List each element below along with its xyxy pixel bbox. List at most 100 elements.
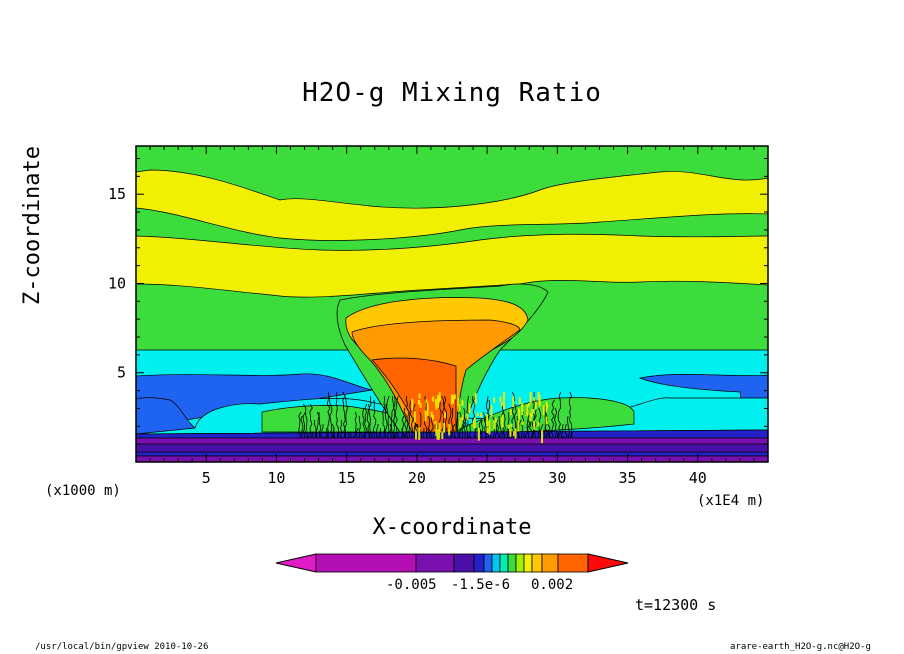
noise-cell [477,427,480,441]
noise-cell [542,405,545,416]
y-tick-label: 10 [108,274,126,292]
colorbar-arrow-left [275,553,317,573]
x-tick-label: 35 [619,469,637,487]
noise-cell [438,422,441,433]
noise-stroke [350,431,352,439]
noise-cell [503,392,506,400]
colorbar-swatch [491,553,501,573]
colorbar-swatch [453,553,475,573]
noise-cell [529,392,532,404]
noise-cell [499,396,502,402]
noise-cell [448,424,451,436]
noise-cell [488,430,491,435]
noise-cell [411,399,413,404]
noise-cell [413,411,416,423]
y-tick-label: 5 [117,364,126,382]
contour-band [136,451,768,457]
noise-cell [451,394,454,405]
noise-cell [474,392,477,405]
noise-cell [518,397,521,405]
x-tick-label: 15 [338,469,356,487]
noise-cell [509,409,512,416]
x-tick-label: 10 [267,469,285,487]
contour-band [136,146,768,209]
noise-cell [432,396,435,402]
noise-stroke [354,411,357,438]
noise-cell [521,421,524,425]
noise-stroke [456,411,459,439]
noise-stroke [520,411,525,439]
noise-stroke [302,403,307,439]
noise-stroke [362,407,366,439]
noise-stroke [422,427,425,439]
noise-stroke [510,431,513,439]
noise-stroke [452,423,456,439]
noise-stroke [370,431,373,439]
noise-cell [535,401,537,410]
noise-stroke [411,419,414,439]
noise-cell [431,414,434,420]
colorbar-tick-label: -1.5e-6 [451,577,511,593]
noise-cell [538,395,541,407]
noise-stroke [468,423,471,439]
noise-cell [458,404,461,412]
noise-stroke [551,399,555,438]
noise-stroke [298,411,302,439]
noise-stroke [419,411,423,439]
noise-stroke [320,423,324,439]
noise-cell [513,431,516,436]
noise-stroke [364,403,368,439]
convective-yellow [411,392,549,444]
noise-cell [473,417,476,429]
noise-cell [435,398,438,410]
noise-stroke [537,431,540,439]
noise-stroke [496,419,500,439]
noise-stroke [403,407,408,439]
colorbar-swatch [557,553,589,573]
noise-cell [476,412,479,417]
colorbar-swatch [507,553,517,573]
x-tick-label: 25 [478,469,496,487]
x-tick-label: 30 [548,469,566,487]
contour-band [136,373,373,429]
noise-stroke [461,415,465,439]
noise-cell [503,396,505,409]
noise-stroke [348,431,350,439]
noise-cell [443,422,446,433]
noise-stroke [547,423,551,439]
noise-cell [514,428,517,439]
noise-cell [529,413,532,422]
noise-stroke [503,411,507,439]
noise-stroke [516,415,519,439]
noise-cell [424,410,427,422]
noise-cell [418,427,421,440]
noise-cell [453,394,456,400]
noise-stroke [450,407,454,439]
noise-cell [531,409,534,417]
noise-stroke [397,431,400,439]
noise-cell [493,397,496,403]
noise-stroke [378,431,381,439]
time-label: t=12300 s [635,596,717,614]
noise-stroke [393,395,396,439]
noise-stroke [549,431,552,439]
noise-cell [426,402,429,416]
noise-stroke [443,395,448,439]
colorbar-swatch [483,553,493,573]
noise-cell [486,414,489,427]
colorbar [275,553,629,573]
noise-stroke [342,391,346,439]
noise-stroke [447,403,452,439]
colorbar-tick-label: -0.005 [386,577,437,593]
noise-cell [537,392,540,401]
noise-cell [545,402,548,412]
plume-contour [371,357,457,433]
colorbar-swatch [531,553,543,573]
noise-cell [545,416,548,425]
noise-stroke [359,431,363,439]
colorbar-swatch [523,553,533,573]
noise-stroke [368,395,372,439]
noise-cell [490,404,493,417]
noise-cell [411,398,414,411]
